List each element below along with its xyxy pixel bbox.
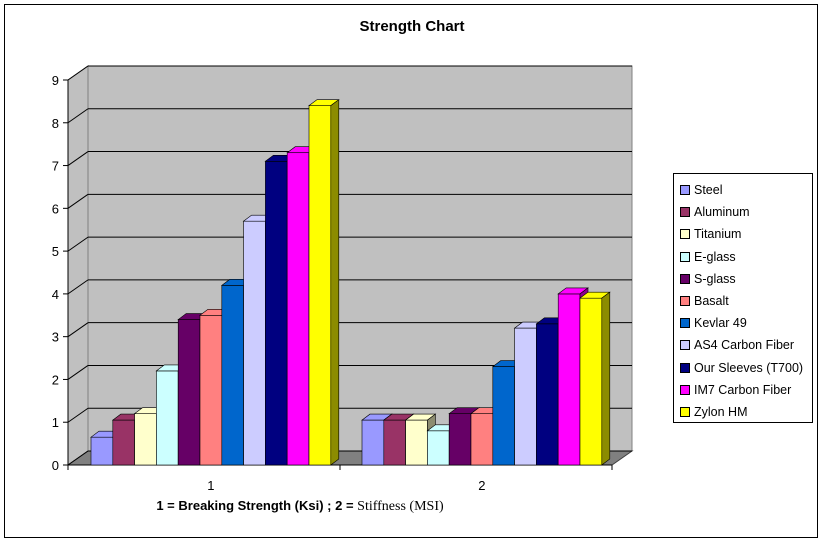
bar bbox=[405, 419, 428, 466]
legend: Steel Aluminum Titanium E-glass S-glass Basal… bbox=[673, 173, 813, 423]
bar bbox=[579, 297, 603, 466]
legend-swatch bbox=[680, 229, 690, 240]
gridline-side bbox=[67, 108, 89, 124]
legend-swatch bbox=[680, 384, 690, 395]
bar bbox=[221, 285, 244, 466]
gridline-side bbox=[67, 193, 89, 209]
y-tick-label: 1 bbox=[52, 415, 59, 430]
legend-item: S-glass bbox=[680, 268, 812, 290]
legend-item: Zylon HM bbox=[680, 401, 812, 423]
bar bbox=[265, 160, 288, 466]
y-tick-label: 5 bbox=[52, 244, 59, 259]
x-axis-label-part2: Stiffness (MSI) bbox=[357, 499, 444, 514]
legend-item: Kevlar 49 bbox=[680, 312, 812, 334]
bar bbox=[112, 419, 135, 466]
legend-swatch bbox=[680, 296, 690, 307]
legend-item: Titanium bbox=[680, 223, 812, 245]
legend-label: Basalt bbox=[694, 294, 729, 309]
x-axis-label-part1: 1 = Breaking Strength (Ksi) ; 2 = bbox=[156, 498, 358, 513]
legend-swatch bbox=[680, 207, 690, 218]
bar bbox=[134, 413, 157, 466]
gridline-side bbox=[67, 236, 89, 252]
bar bbox=[514, 327, 537, 466]
legend-item: Our Sleeves (T700) bbox=[680, 357, 812, 379]
legend-label: E-glass bbox=[694, 249, 736, 264]
legend-label: Kevlar 49 bbox=[694, 316, 747, 331]
bar-side bbox=[601, 291, 611, 466]
legend-label: S-glass bbox=[694, 271, 736, 286]
y-tick-label: 9 bbox=[52, 73, 59, 88]
legend-swatch bbox=[680, 251, 690, 262]
legend-item: Steel bbox=[680, 179, 812, 201]
legend-label: Our Sleeves (T700) bbox=[694, 360, 804, 375]
legend-swatch bbox=[680, 406, 690, 417]
bar bbox=[156, 370, 179, 466]
x-tick-label: 2 bbox=[478, 478, 485, 493]
y-tick-label: 4 bbox=[52, 287, 59, 302]
bar bbox=[470, 413, 494, 466]
x-tick-label: 1 bbox=[207, 478, 214, 493]
y-tick-label: 7 bbox=[52, 159, 59, 174]
bar bbox=[243, 220, 266, 466]
y-tick-label: 0 bbox=[52, 458, 59, 473]
legend-item: E-glass bbox=[680, 246, 812, 268]
legend-swatch bbox=[680, 362, 690, 373]
legend-label: Zylon HM bbox=[694, 404, 748, 419]
bar bbox=[177, 319, 201, 466]
bar bbox=[90, 436, 114, 466]
legend-item: Aluminum bbox=[680, 201, 812, 223]
y-tick-label: 2 bbox=[52, 372, 59, 387]
bar bbox=[536, 323, 559, 466]
bar bbox=[557, 293, 581, 466]
legend-item: AS4 Carbon Fiber bbox=[680, 334, 812, 356]
bar bbox=[199, 314, 223, 466]
bar bbox=[286, 152, 310, 466]
bar bbox=[448, 413, 472, 466]
legend-label: AS4 Carbon Fiber bbox=[694, 338, 795, 353]
y-tick-label: 6 bbox=[52, 201, 59, 216]
chart-title: Strength Chart bbox=[359, 18, 465, 35]
legend-label: Steel bbox=[694, 183, 723, 198]
x-axis-label: 1 = Breaking Strength (Ksi) ; 2 = Stiffn… bbox=[0, 498, 600, 515]
legend-swatch bbox=[680, 318, 690, 329]
side-wall bbox=[67, 65, 89, 466]
legend-label: Aluminum bbox=[694, 205, 750, 220]
bar-side bbox=[330, 99, 340, 466]
gridline-side bbox=[67, 65, 89, 81]
y-tick-label: 8 bbox=[52, 116, 59, 131]
bar bbox=[361, 419, 385, 466]
legend-label: Titanium bbox=[694, 227, 742, 242]
bar bbox=[427, 430, 450, 466]
bar bbox=[492, 366, 515, 466]
gridline-side bbox=[67, 279, 89, 295]
legend-swatch bbox=[680, 185, 690, 196]
gridline-side bbox=[67, 151, 89, 166]
bar bbox=[308, 105, 332, 466]
y-tick-label: 3 bbox=[52, 330, 59, 345]
gridline-side bbox=[67, 407, 89, 423]
legend-swatch bbox=[680, 273, 690, 284]
gridline-side bbox=[67, 365, 89, 380]
bar bbox=[383, 419, 406, 466]
gridline-side bbox=[67, 450, 89, 466]
legend-item: Basalt bbox=[680, 290, 812, 312]
legend-label: IM7 Carbon Fiber bbox=[694, 382, 792, 397]
legend-item: IM7 Carbon Fiber bbox=[680, 379, 812, 401]
gridline-side bbox=[67, 322, 89, 338]
legend-swatch bbox=[680, 340, 690, 351]
